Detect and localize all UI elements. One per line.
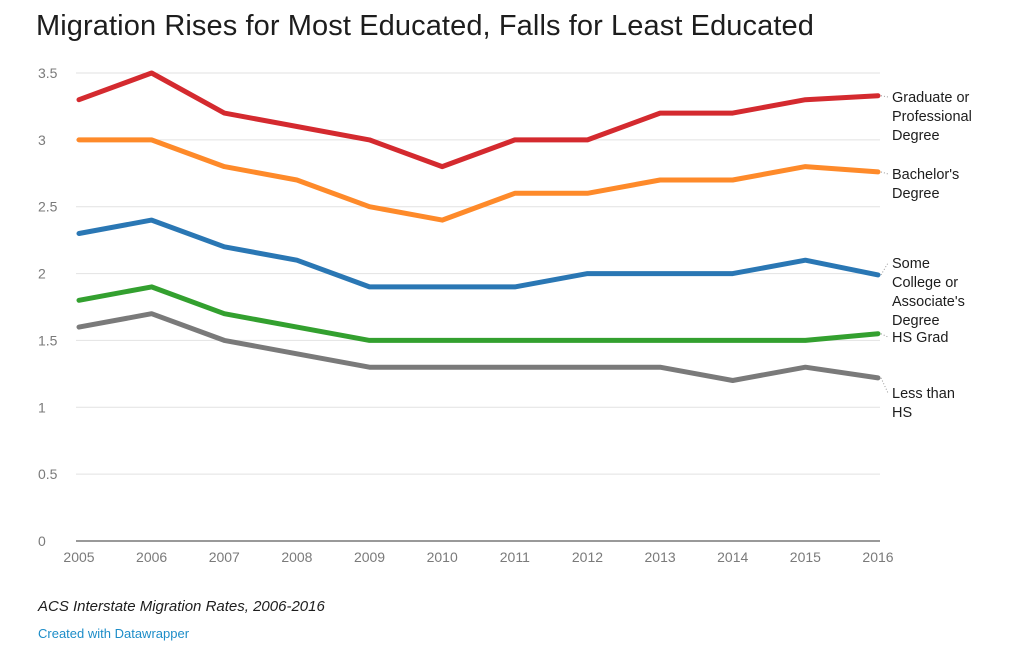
series-line-1: [76, 137, 881, 223]
gridlines: [76, 72, 880, 542]
y-tick-label: 1: [38, 399, 46, 415]
series-line-4: [76, 311, 881, 383]
y-tick-label: 0.5: [38, 466, 58, 482]
series-lines: [76, 70, 881, 383]
datawrapper-credit-link[interactable]: Created with Datawrapper: [38, 626, 190, 641]
series-line-2: [76, 217, 881, 290]
x-tick-label: 2005: [63, 549, 94, 565]
y-tick-label: 2.5: [38, 199, 58, 215]
x-tick-label: 2013: [645, 549, 676, 565]
y-tick-label: 3.5: [38, 65, 58, 81]
series-label: Bachelor's Degree: [892, 167, 960, 202]
y-axis-ticks: 0 0.5 1 1.5 2 2.5 3 3.5: [38, 65, 58, 549]
y-tick-label: 1.5: [38, 332, 58, 348]
y-tick-label: 0: [38, 533, 46, 549]
x-tick-label: 2008: [281, 549, 312, 565]
x-tick-label: 2015: [790, 549, 821, 565]
y-tick-label: 3: [38, 132, 46, 148]
x-tick-label: 2011: [500, 549, 530, 565]
x-tick-label: 2014: [717, 549, 748, 565]
label-connector: [880, 95, 889, 98]
x-tick-label: 2009: [354, 549, 385, 565]
series-label: Less than HS: [892, 386, 955, 421]
label-connector: [880, 377, 889, 394]
x-tick-label: 2010: [427, 549, 458, 565]
series-label: Some College or Associate's Degree: [892, 256, 965, 329]
y-tick-label: 2: [38, 266, 46, 282]
chart-title: Migration Rises for Most Educated, Falls…: [36, 10, 814, 42]
x-tick-label: 2006: [136, 549, 167, 565]
label-connector: [880, 171, 889, 175]
label-connector: [880, 262, 889, 276]
x-axis-ticks: 2005 2006 2007 2008 2009 2010 2011 2012 2013 2014…: [63, 549, 893, 565]
series-label: Graduate or Professional Degree: [892, 90, 972, 144]
chart-caption: ACS Interstate Migration Rates, 2006-201…: [38, 598, 325, 615]
x-tick-label: 2012: [572, 549, 603, 565]
series-label: HS Grad: [892, 330, 949, 346]
series-line-3: [76, 284, 881, 343]
label-connector: [880, 333, 889, 338]
x-tick-label: 2007: [209, 549, 240, 565]
label-connectors: [880, 95, 889, 394]
series-line-0: [76, 70, 881, 170]
x-tick-label: 2016: [862, 549, 893, 565]
